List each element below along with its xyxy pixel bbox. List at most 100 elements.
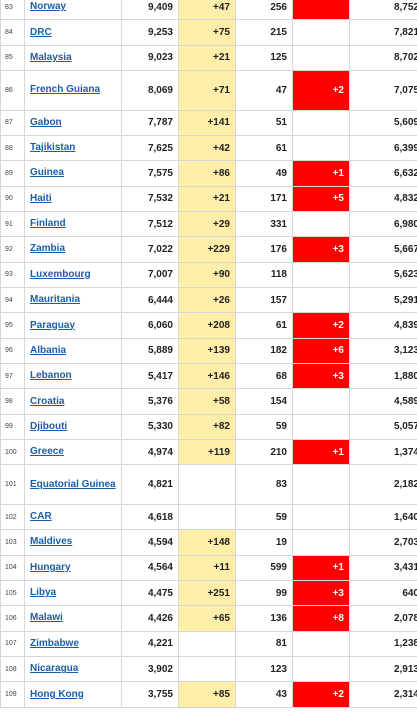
new-deaths-cell [292, 388, 350, 415]
country-link[interactable]: Equatorial Guinea [30, 478, 116, 490]
recovered-cell: 5,291 [349, 286, 417, 314]
total-deaths-cell: 154 [235, 388, 293, 415]
rank-cell: 86 [0, 70, 25, 111]
new-deaths-cell [292, 529, 350, 556]
country-link[interactable]: Norway [30, 1, 67, 13]
rank-cell: 92 [0, 236, 25, 263]
country-link[interactable]: Greece [30, 446, 64, 458]
new-cases-cell: +148 [178, 529, 236, 556]
country-cell: Albania [24, 337, 122, 365]
country-link[interactable]: Luxembourg [30, 268, 91, 280]
new-deaths-cell: +5 [292, 185, 350, 212]
new-deaths-cell [292, 655, 350, 683]
country-cell: Equatorial Guinea [24, 464, 122, 505]
new-deaths-cell: +3 [292, 363, 350, 390]
country-link[interactable]: Djibouti [30, 420, 68, 432]
recovered-cell: 2,182 [349, 464, 417, 505]
table-row: 96 Albania 5,889 +139 182 +6 3,123 [0, 337, 417, 365]
table-row: 97 Lebanon 5,417 +146 68 +3 1,880 [0, 363, 417, 390]
new-deaths-cell: +3 [292, 236, 350, 263]
table-row: 89 Guinea 7,575 +86 49 +1 6,632 [0, 160, 417, 187]
country-cell: Maldives [24, 529, 122, 556]
total-cases-cell: 4,594 [121, 529, 179, 556]
recovered-cell: 6,632 [349, 160, 417, 187]
country-link[interactable]: Zimbabwe [30, 637, 79, 649]
country-link[interactable]: Zambia [30, 243, 66, 255]
total-cases-cell: 4,821 [121, 464, 179, 505]
rank-cell: 85 [0, 44, 25, 72]
rank-cell: 98 [0, 388, 25, 415]
total-cases-cell: 4,564 [121, 554, 179, 581]
country-link[interactable]: Libya [30, 587, 57, 599]
table-row: 104 Hungary 4,564 +11 599 +1 3,431 [0, 554, 417, 581]
country-cell: DRC [24, 19, 122, 46]
total-cases-cell: 8,069 [121, 70, 179, 111]
recovered-cell: 5,667 [349, 236, 417, 263]
country-link[interactable]: Lebanon [30, 370, 72, 382]
total-cases-cell: 9,253 [121, 19, 179, 46]
country-cell: Libya [24, 579, 122, 607]
table-row: 103 Maldives 4,594 +148 19 2,703 [0, 529, 417, 556]
country-link[interactable]: Malaysia [30, 51, 72, 63]
country-link[interactable]: Croatia [30, 395, 65, 407]
rank-cell: 105 [0, 579, 25, 607]
new-deaths-cell [292, 210, 350, 238]
new-cases-cell [178, 655, 236, 683]
country-link[interactable]: Guinea [30, 167, 64, 179]
total-deaths-cell: 43 [235, 681, 293, 708]
country-cell: Malawi [24, 605, 122, 632]
table-row: 87 Gabon 7,787 +141 51 5,609 [0, 109, 417, 136]
new-deaths-cell: +2 [292, 681, 350, 708]
total-cases-cell: 6,444 [121, 286, 179, 314]
new-deaths-cell [292, 286, 350, 314]
total-cases-cell: 5,417 [121, 363, 179, 390]
total-deaths-cell: 123 [235, 655, 293, 683]
new-deaths-cell: +6 [292, 337, 350, 365]
recovered-cell: 7,821 [349, 19, 417, 46]
total-cases-cell: 7,022 [121, 236, 179, 263]
new-deaths-cell [292, 630, 350, 658]
country-link[interactable]: Hong Kong [30, 688, 84, 700]
new-cases-cell: +251 [178, 579, 236, 607]
table-row: 88 Tajikistan 7,625 +42 61 6,399 [0, 134, 417, 162]
rank-cell: 108 [0, 655, 25, 683]
recovered-cell: 1,238 [349, 630, 417, 658]
recovered-cell: 5,623 [349, 261, 417, 288]
country-link[interactable]: French Guiana [30, 84, 101, 96]
new-cases-cell: +85 [178, 681, 236, 708]
country-link[interactable]: Paraguay [30, 319, 76, 331]
country-link[interactable]: Maldives [30, 536, 73, 548]
total-deaths-cell: 210 [235, 439, 293, 466]
country-link[interactable]: Haiti [30, 192, 52, 204]
total-cases-cell: 4,974 [121, 439, 179, 466]
country-link[interactable]: Finland [30, 218, 66, 230]
country-link[interactable]: CAR [30, 511, 52, 523]
new-deaths-cell [292, 261, 350, 288]
new-deaths-cell: +1 [292, 439, 350, 466]
total-cases-cell: 4,426 [121, 605, 179, 632]
rank-cell: 84 [0, 19, 25, 46]
recovered-cell: 5,609 [349, 109, 417, 136]
total-deaths-cell: 99 [235, 579, 293, 607]
rank-cell: 103 [0, 529, 25, 556]
table-row: 86 French Guiana 8,069 +71 47 +2 7,075 [0, 70, 417, 111]
country-link[interactable]: Albania [30, 344, 67, 356]
table-row: 108 Nicaragua 3,902 123 2,913 [0, 655, 417, 683]
country-cell: French Guiana [24, 70, 122, 111]
country-link[interactable]: Gabon [30, 116, 62, 128]
country-link[interactable]: DRC [30, 26, 52, 38]
total-deaths-cell: 51 [235, 109, 293, 136]
country-link[interactable]: Tajikistan [30, 142, 76, 154]
table-row: 85 Malaysia 9,023 +21 125 8,702 [0, 44, 417, 72]
new-cases-cell: +146 [178, 363, 236, 390]
rank-cell: 94 [0, 286, 25, 314]
recovered-cell: 4,589 [349, 388, 417, 415]
new-deaths-cell [292, 134, 350, 162]
country-link[interactable]: Nicaragua [30, 663, 79, 675]
country-link[interactable]: Mauritania [30, 294, 81, 306]
total-cases-cell: 7,532 [121, 185, 179, 212]
country-link[interactable]: Malawi [30, 612, 63, 624]
rank-cell: 90 [0, 185, 25, 212]
country-link[interactable]: Hungary [30, 561, 71, 573]
new-deaths-cell: +1 [292, 160, 350, 187]
